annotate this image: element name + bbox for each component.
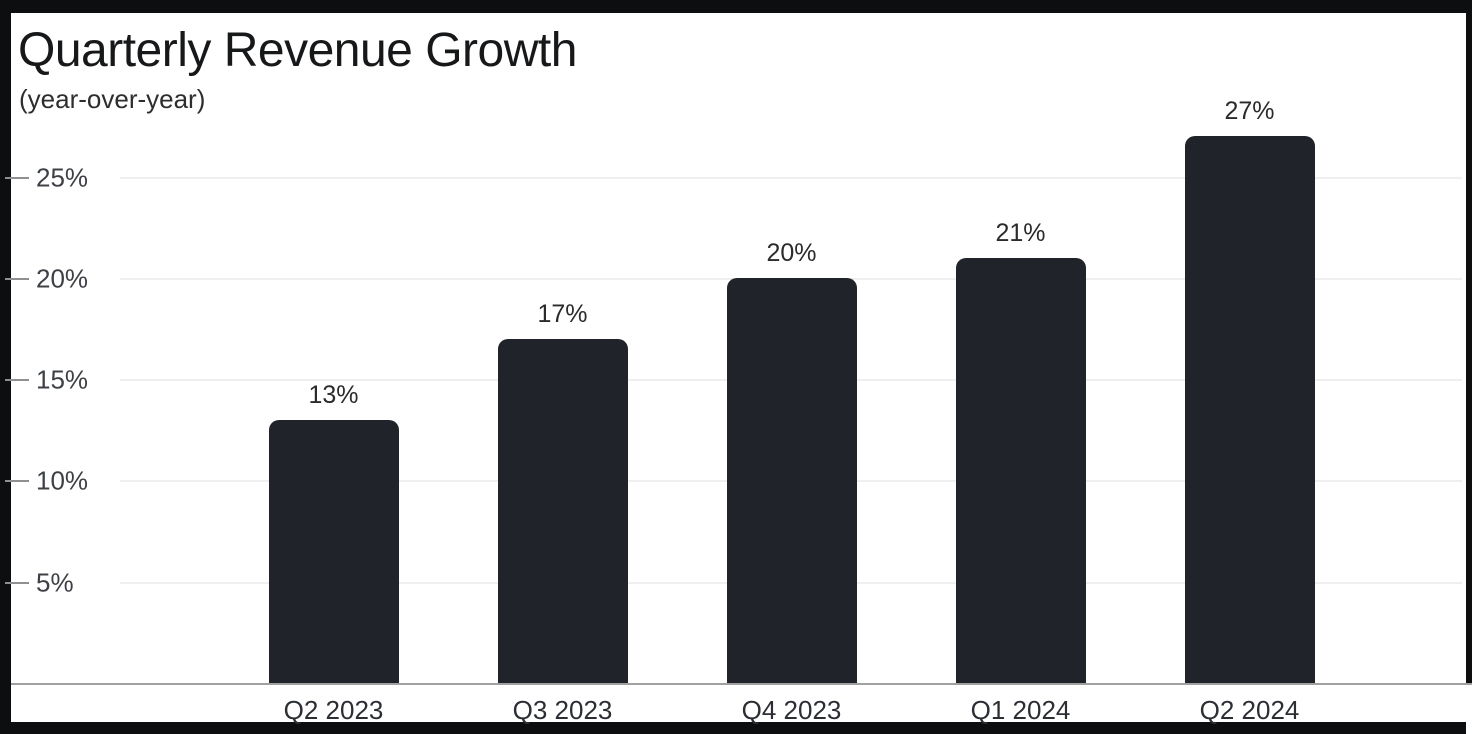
x-axis-label: Q4 2023 [741, 695, 842, 725]
bar-value-label: 21% [995, 219, 1046, 247]
bar [268, 420, 399, 683]
y-tick-mark [5, 379, 29, 382]
x-axis-label: Q2 2023 [283, 695, 384, 725]
gridline [120, 176, 1462, 179]
y-tick-label: 25% [36, 162, 89, 192]
bar-value-label: 27% [1224, 97, 1275, 125]
x-axis-line [11, 683, 1472, 685]
bar-value-label: 20% [766, 239, 817, 267]
canvas-edge-patch [1466, 685, 1472, 734]
x-axis-label: Q2 2024 [1199, 695, 1300, 725]
bar-value-label: 13% [308, 381, 359, 409]
chart-title: Quarterly Revenue Growth [18, 24, 577, 77]
bar [1184, 136, 1315, 683]
y-tick-mark [5, 277, 29, 280]
y-tick-mark [5, 581, 29, 584]
x-axis-label: Q1 2024 [970, 695, 1071, 725]
bar [726, 278, 857, 683]
y-tick-label: 20% [36, 263, 89, 294]
y-tick-label: 15% [36, 364, 89, 395]
bar-value-label: 17% [537, 300, 588, 328]
plot-area: 25% 20% 15% 10% 5% 13% Q2 2023 17% Q3 2023 20% Q4 … [5, 13, 1466, 725]
y-tick-label: 5% [36, 567, 74, 598]
y-tick-label: 10% [36, 465, 89, 496]
y-tick-mark [5, 176, 29, 179]
bar [497, 339, 628, 683]
x-axis-label: Q3 2023 [512, 695, 613, 725]
bar [955, 258, 1086, 683]
chart-subtitle: (year-over-year) [19, 84, 206, 114]
chart-canvas: Quarterly Revenue Growth (year-over-year… [5, 13, 1472, 734]
y-tick-mark [5, 480, 29, 483]
